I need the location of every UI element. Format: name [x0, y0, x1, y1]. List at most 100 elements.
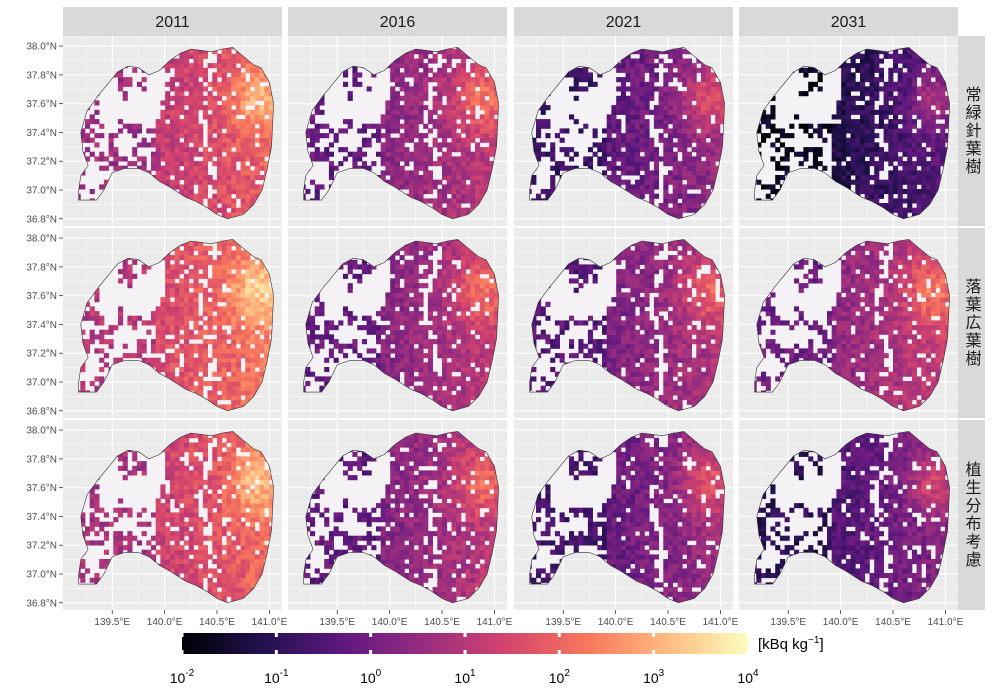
- raster-cell: [691, 114, 697, 120]
- raster-cell: [264, 123, 270, 129]
- raster-cell: [696, 165, 702, 171]
- raster-cell: [202, 161, 208, 167]
- raster-cell: [456, 49, 462, 55]
- raster-cell: [202, 170, 208, 176]
- raster-cell: [701, 170, 707, 176]
- raster-cell: [446, 161, 452, 167]
- raster-cell: [911, 133, 917, 139]
- column-strip-2011: [63, 7, 282, 36]
- raster-cell: [784, 165, 790, 171]
- raster-cell: [663, 175, 669, 181]
- raster-cell: [303, 193, 306, 199]
- raster-cell: [169, 329, 175, 335]
- raster-cell: [226, 86, 232, 92]
- raster-cell: [869, 133, 875, 139]
- raster-cell: [902, 58, 908, 64]
- raster-cell: [583, 72, 589, 78]
- raster-cell: [677, 147, 683, 153]
- raster-cell: [390, 147, 396, 153]
- raster-cell: [254, 170, 260, 176]
- raster-cell: [221, 179, 227, 185]
- raster-cell: [705, 156, 711, 162]
- raster-cell: [437, 86, 443, 92]
- raster-cell: [118, 77, 124, 83]
- raster-cell: [845, 151, 851, 157]
- raster-cell: [169, 137, 175, 143]
- raster-cell: [184, 357, 190, 363]
- raster-cell: [132, 320, 138, 326]
- raster-cell: [165, 128, 171, 134]
- raster-cell: [930, 156, 936, 162]
- raster-cell: [630, 114, 636, 120]
- raster-cell: [460, 151, 466, 157]
- raster-cell: [677, 95, 683, 101]
- raster-cell: [808, 81, 814, 87]
- raster-cell: [324, 123, 330, 129]
- raster-cell: [705, 128, 711, 134]
- raster-cell: [151, 311, 157, 317]
- raster-cell: [160, 320, 166, 326]
- raster-cell: [174, 357, 180, 363]
- raster-cell: [85, 147, 91, 153]
- raster-cell: [423, 156, 429, 162]
- raster-cell: [855, 175, 861, 181]
- raster-cell: [701, 72, 707, 78]
- raster-cell: [864, 114, 870, 120]
- raster-cell: [531, 137, 537, 143]
- raster-cell: [423, 49, 429, 55]
- raster-cell: [264, 105, 270, 111]
- raster-cell: [935, 91, 941, 97]
- raster-cell: [677, 77, 683, 83]
- raster-cell: [715, 147, 721, 153]
- raster-cell: [217, 151, 223, 157]
- raster-cell: [869, 128, 875, 134]
- raster-cell: [907, 49, 913, 55]
- raster-cell: [240, 161, 246, 167]
- raster-cell: [456, 63, 462, 69]
- raster-cell: [442, 77, 448, 83]
- raster-cell: [80, 367, 86, 373]
- raster-cell: [710, 161, 716, 167]
- raster-cell: [479, 119, 485, 125]
- raster-cell: [179, 343, 185, 349]
- raster-cell: [390, 137, 396, 143]
- raster-cell: [930, 142, 936, 148]
- raster-cell: [456, 156, 462, 162]
- raster-cell: [169, 184, 175, 190]
- raster-cell: [479, 91, 485, 97]
- raster-cell: [897, 105, 903, 111]
- raster-cell: [691, 184, 697, 190]
- raster-cell: [592, 151, 598, 157]
- raster-cell: [465, 123, 471, 129]
- raster-cell: [663, 109, 669, 115]
- raster-cell: [682, 72, 688, 78]
- raster-cell: [653, 165, 659, 171]
- raster-cell: [451, 179, 457, 185]
- raster-cell: [264, 151, 270, 157]
- raster-cell: [268, 128, 274, 134]
- raster-cell: [860, 63, 866, 69]
- raster-cell: [587, 77, 593, 83]
- raster-cell: [231, 100, 237, 106]
- raster-cell: [250, 91, 256, 97]
- raster-cell: [902, 198, 908, 204]
- raster-cell: [644, 91, 650, 97]
- raster-cell: [217, 189, 223, 195]
- raster-cell: [409, 114, 415, 120]
- raster-cell: [226, 100, 232, 106]
- raster-cell: [682, 161, 688, 167]
- raster-cell: [226, 47, 232, 50]
- raster-cell: [864, 86, 870, 92]
- raster-cell: [451, 212, 457, 218]
- raster-cell: [536, 147, 542, 153]
- raster-cell: [250, 198, 256, 204]
- raster-cell: [696, 193, 702, 199]
- raster-cell: [616, 142, 622, 148]
- raster-cell: [446, 53, 452, 59]
- raster-cell: [169, 179, 175, 185]
- raster-cell: [470, 189, 476, 195]
- raster-cell: [217, 86, 223, 92]
- raster-cell: [940, 81, 946, 87]
- raster-cell: [715, 137, 721, 143]
- raster-cell: [103, 362, 109, 368]
